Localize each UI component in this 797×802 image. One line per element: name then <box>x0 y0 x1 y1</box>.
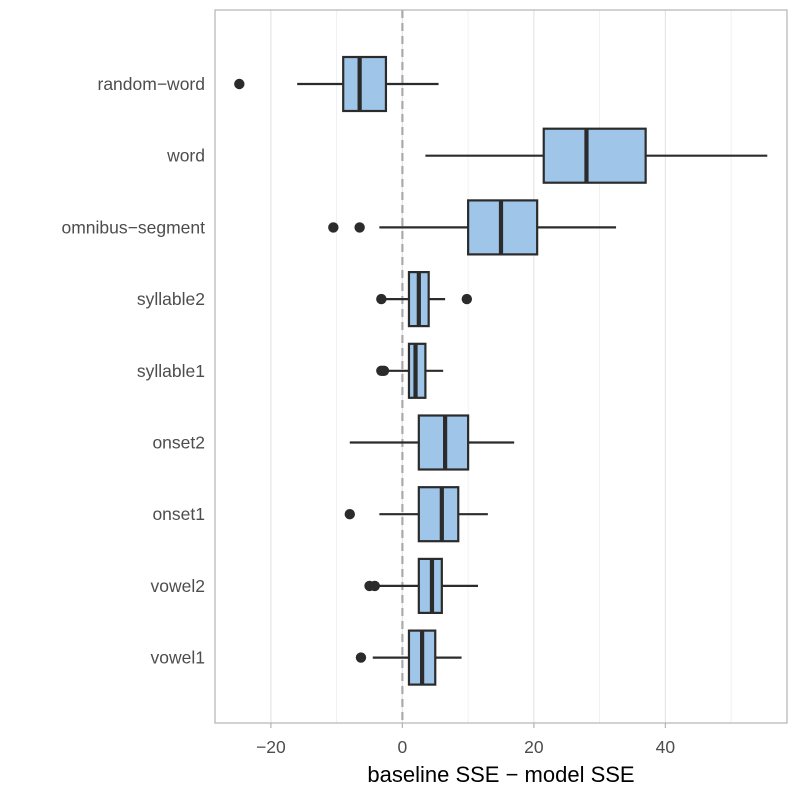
outlier-point <box>355 652 367 663</box>
outlier-point <box>354 222 365 233</box>
panel-border <box>214 9 788 724</box>
box-random-word <box>234 55 439 113</box>
gridlines <box>270 10 732 723</box>
outlier-point <box>344 509 355 520</box>
box-omnibus-segment <box>328 199 617 256</box>
y-tick-labels: random−word word omnibus−segment syllable2 s… <box>62 74 206 668</box>
x-tick-label: −20 <box>256 737 286 757</box>
y-tick-label: random−word <box>98 74 206 94</box>
box-word <box>425 127 768 184</box>
box-syllable1 <box>376 342 444 399</box>
box-iqr <box>417 486 460 543</box>
box-vowel2 <box>364 557 478 615</box>
y-tick-label: vowel2 <box>151 576 205 596</box>
box-vowel1 <box>355 629 462 686</box>
outlier-point <box>328 222 339 233</box>
y-tick-label: onset2 <box>152 433 205 453</box>
y-tick-label: syllable1 <box>137 361 205 381</box>
y-tick-label: onset1 <box>152 504 205 524</box>
y-tick-label: word <box>166 146 205 166</box>
y-tick-label: syllable2 <box>137 289 205 309</box>
outlier-point <box>234 78 245 90</box>
box-iqr <box>542 127 647 184</box>
x-tick-label: 0 <box>398 737 408 757</box>
y-tick-label: vowel1 <box>151 648 205 668</box>
x-tick-label: 20 <box>524 737 544 757</box>
box-syllable2 <box>376 271 473 328</box>
outlier-point <box>369 580 380 592</box>
outlier-point <box>376 293 387 305</box>
box-iqr <box>342 55 388 113</box>
outlier-point <box>378 365 390 376</box>
x-axis-title: baseline SSE − model SSE <box>367 762 634 787</box>
boxes-group <box>234 55 768 686</box>
outlier-point <box>461 293 473 305</box>
box-onset1 <box>344 486 488 543</box>
y-tick-label: omnibus−segment <box>62 217 206 237</box>
box-onset2 <box>349 414 515 471</box>
x-tick-label: 40 <box>656 737 676 757</box>
x-tick-labels: −20 0 20 40 <box>256 723 675 757</box>
